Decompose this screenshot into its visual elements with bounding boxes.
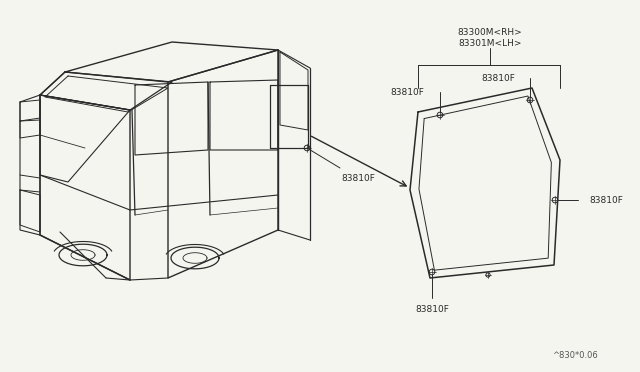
Text: 83810F: 83810F xyxy=(390,87,424,96)
Text: 83810F: 83810F xyxy=(589,196,623,205)
Text: 83810F: 83810F xyxy=(481,74,515,83)
Text: ^830*0.06: ^830*0.06 xyxy=(552,350,598,359)
Text: 83810F: 83810F xyxy=(341,173,375,183)
Text: 83810F: 83810F xyxy=(415,305,449,314)
Text: 83300M<RH>
83301M<LH>: 83300M<RH> 83301M<LH> xyxy=(458,28,522,48)
